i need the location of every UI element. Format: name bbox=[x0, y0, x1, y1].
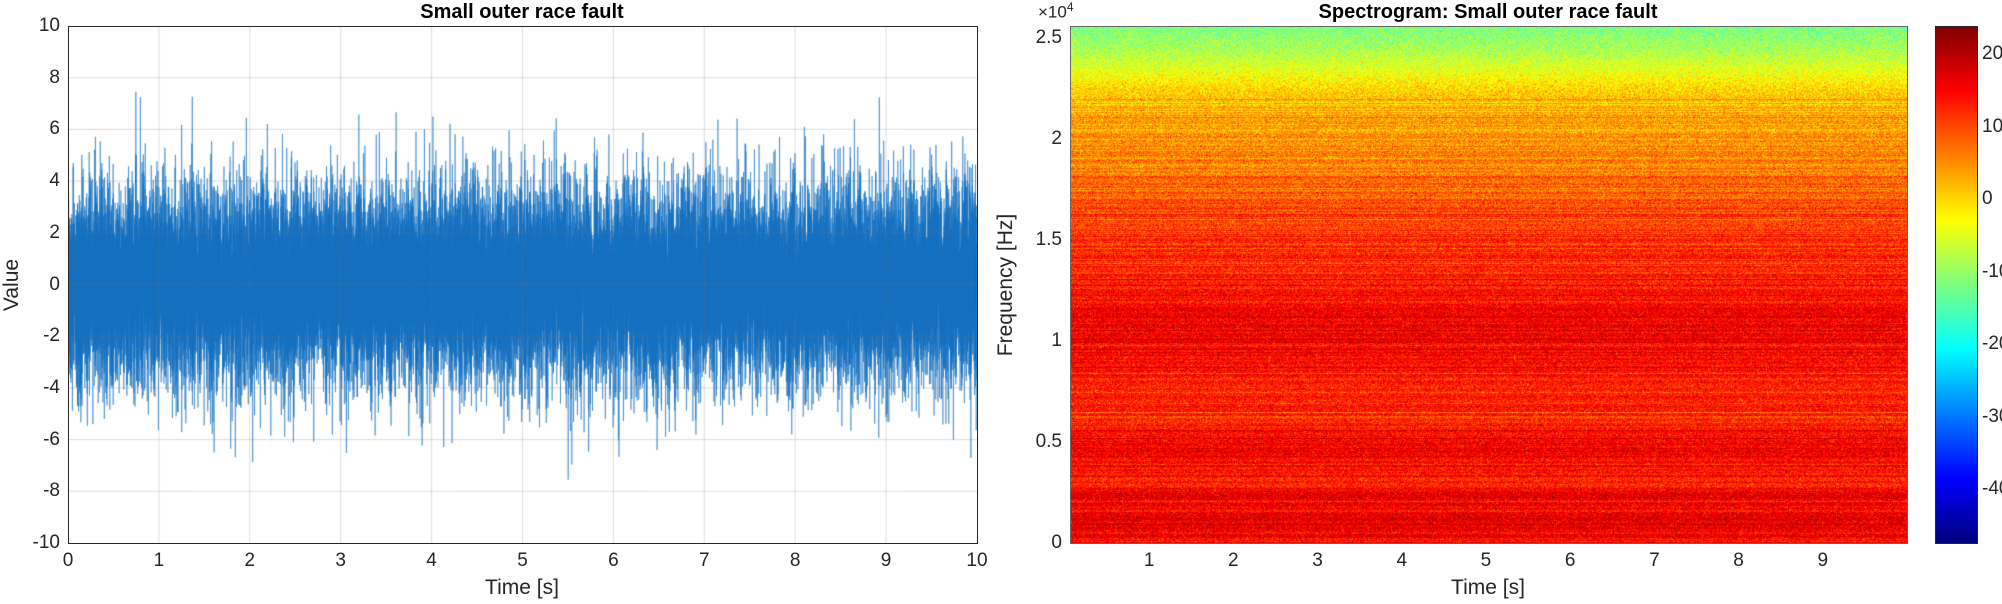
signal-y-tick-label: 10 bbox=[38, 15, 60, 36]
signal-y-tick-label: 0 bbox=[49, 273, 60, 295]
y-exponent-base: ×10 bbox=[1038, 2, 1067, 22]
signal-x-tick-label: 3 bbox=[335, 550, 346, 571]
spectrogram-y-tick-label: 1.5 bbox=[1035, 229, 1062, 251]
signal-y-tick-label: 6 bbox=[49, 118, 60, 140]
colorbar-tick-label: -10 bbox=[1982, 260, 2002, 282]
signal-chart-title: Small outer race fault bbox=[420, 1, 624, 23]
colorbar-tick-label: 0 bbox=[1982, 188, 1993, 210]
spectrogram-x-tick-label: 1 bbox=[1143, 550, 1155, 571]
signal-x-tick-label: 7 bbox=[699, 550, 710, 571]
spectrogram-x-tick-label: 8 bbox=[1733, 550, 1744, 571]
spectrogram-x-tick-label: 4 bbox=[1396, 550, 1408, 571]
signal-y-tick-label: -10 bbox=[32, 532, 60, 553]
signal-y-tick-label: -4 bbox=[43, 376, 60, 398]
spectrogram-y-axis-label: Frequency [Hz] bbox=[994, 213, 1017, 357]
signal-x-tick-label: 6 bbox=[608, 550, 619, 571]
signal-x-axis-label: Time [s] bbox=[485, 576, 559, 599]
colorbar bbox=[1935, 26, 1977, 543]
y-exponent-power: 4 bbox=[1066, 0, 1074, 14]
signal-x-tick-label: 9 bbox=[880, 550, 892, 571]
spectrogram-chart-title: Spectrogram: Small outer race fault bbox=[1318, 1, 1658, 23]
signal-y-tick-label: -8 bbox=[43, 480, 60, 502]
colorbar-tick-label: 10 bbox=[1982, 115, 2002, 137]
signal-plot-area bbox=[68, 26, 977, 543]
signal-x-tick-label: 5 bbox=[517, 550, 528, 571]
spectrogram-x-tick-label: 9 bbox=[1817, 550, 1829, 571]
signal-x-tick-label: 8 bbox=[789, 550, 801, 571]
spectrogram-y-tick-label: 0.5 bbox=[1035, 431, 1062, 453]
spectrogram-y-tick-label: 2 bbox=[1051, 128, 1062, 150]
signal-x-tick-label: 4 bbox=[426, 550, 437, 571]
signal-y-tick-label: 2 bbox=[49, 221, 60, 243]
signal-y-axis-label: Value bbox=[0, 258, 23, 312]
spectrogram-x-tick-label: 5 bbox=[1480, 550, 1492, 571]
signal-x-tick-label: 2 bbox=[244, 550, 256, 571]
spectrogram-x-tick-label: 6 bbox=[1564, 550, 1576, 571]
spectrogram-x-tick-label: 3 bbox=[1312, 550, 1323, 571]
colorbar-tick-label: -30 bbox=[1982, 405, 2002, 427]
signal-x-tick-label: 1 bbox=[153, 550, 165, 571]
spectrogram-y-tick-label: 2.5 bbox=[1035, 27, 1062, 49]
spectrogram-x-tick-label: 2 bbox=[1228, 550, 1239, 571]
spectrogram-x-axis-label: Time [s] bbox=[1451, 576, 1525, 599]
spectrogram-y-tick-label: 1 bbox=[1051, 330, 1062, 352]
spectrogram-x-tick-label: 7 bbox=[1649, 550, 1660, 571]
signal-x-tick-label: 10 bbox=[966, 550, 988, 571]
spectrogram-y-tick-label: 0 bbox=[1051, 532, 1062, 553]
colorbar-tick-label: -40 bbox=[1982, 478, 2002, 500]
colorbar-tick-label: 20 bbox=[1982, 43, 2002, 65]
colorbar-tick-label: -20 bbox=[1982, 333, 2002, 355]
y-exponent-label: ×104 bbox=[1038, 0, 1074, 23]
signal-y-tick-label: -6 bbox=[43, 428, 60, 450]
signal-y-tick-label: 8 bbox=[49, 66, 60, 88]
signal-y-tick-label: -2 bbox=[43, 325, 60, 347]
signal-y-tick-label: 4 bbox=[49, 170, 60, 192]
signal-x-tick-label: 0 bbox=[62, 550, 74, 571]
spectrogram-image bbox=[1070, 26, 1907, 543]
